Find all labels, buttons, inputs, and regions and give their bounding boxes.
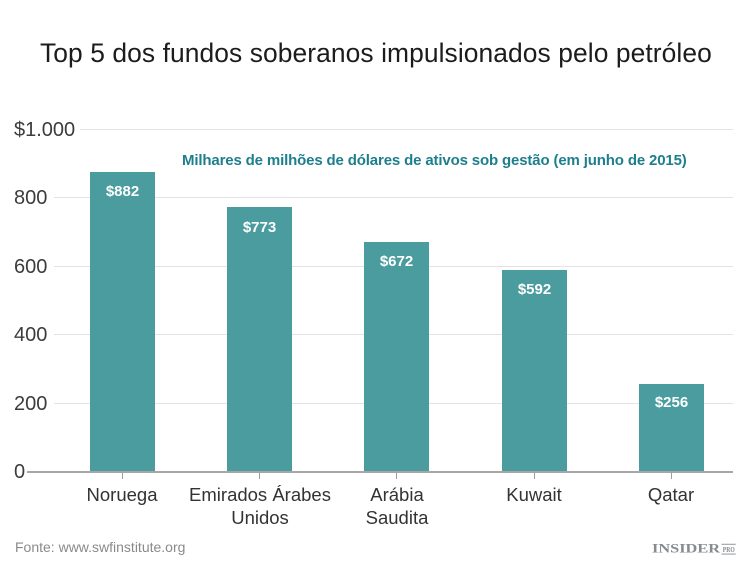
svg-text:INSIDER: INSIDER [652, 543, 721, 555]
svg-text:PRO: PRO [723, 546, 735, 554]
